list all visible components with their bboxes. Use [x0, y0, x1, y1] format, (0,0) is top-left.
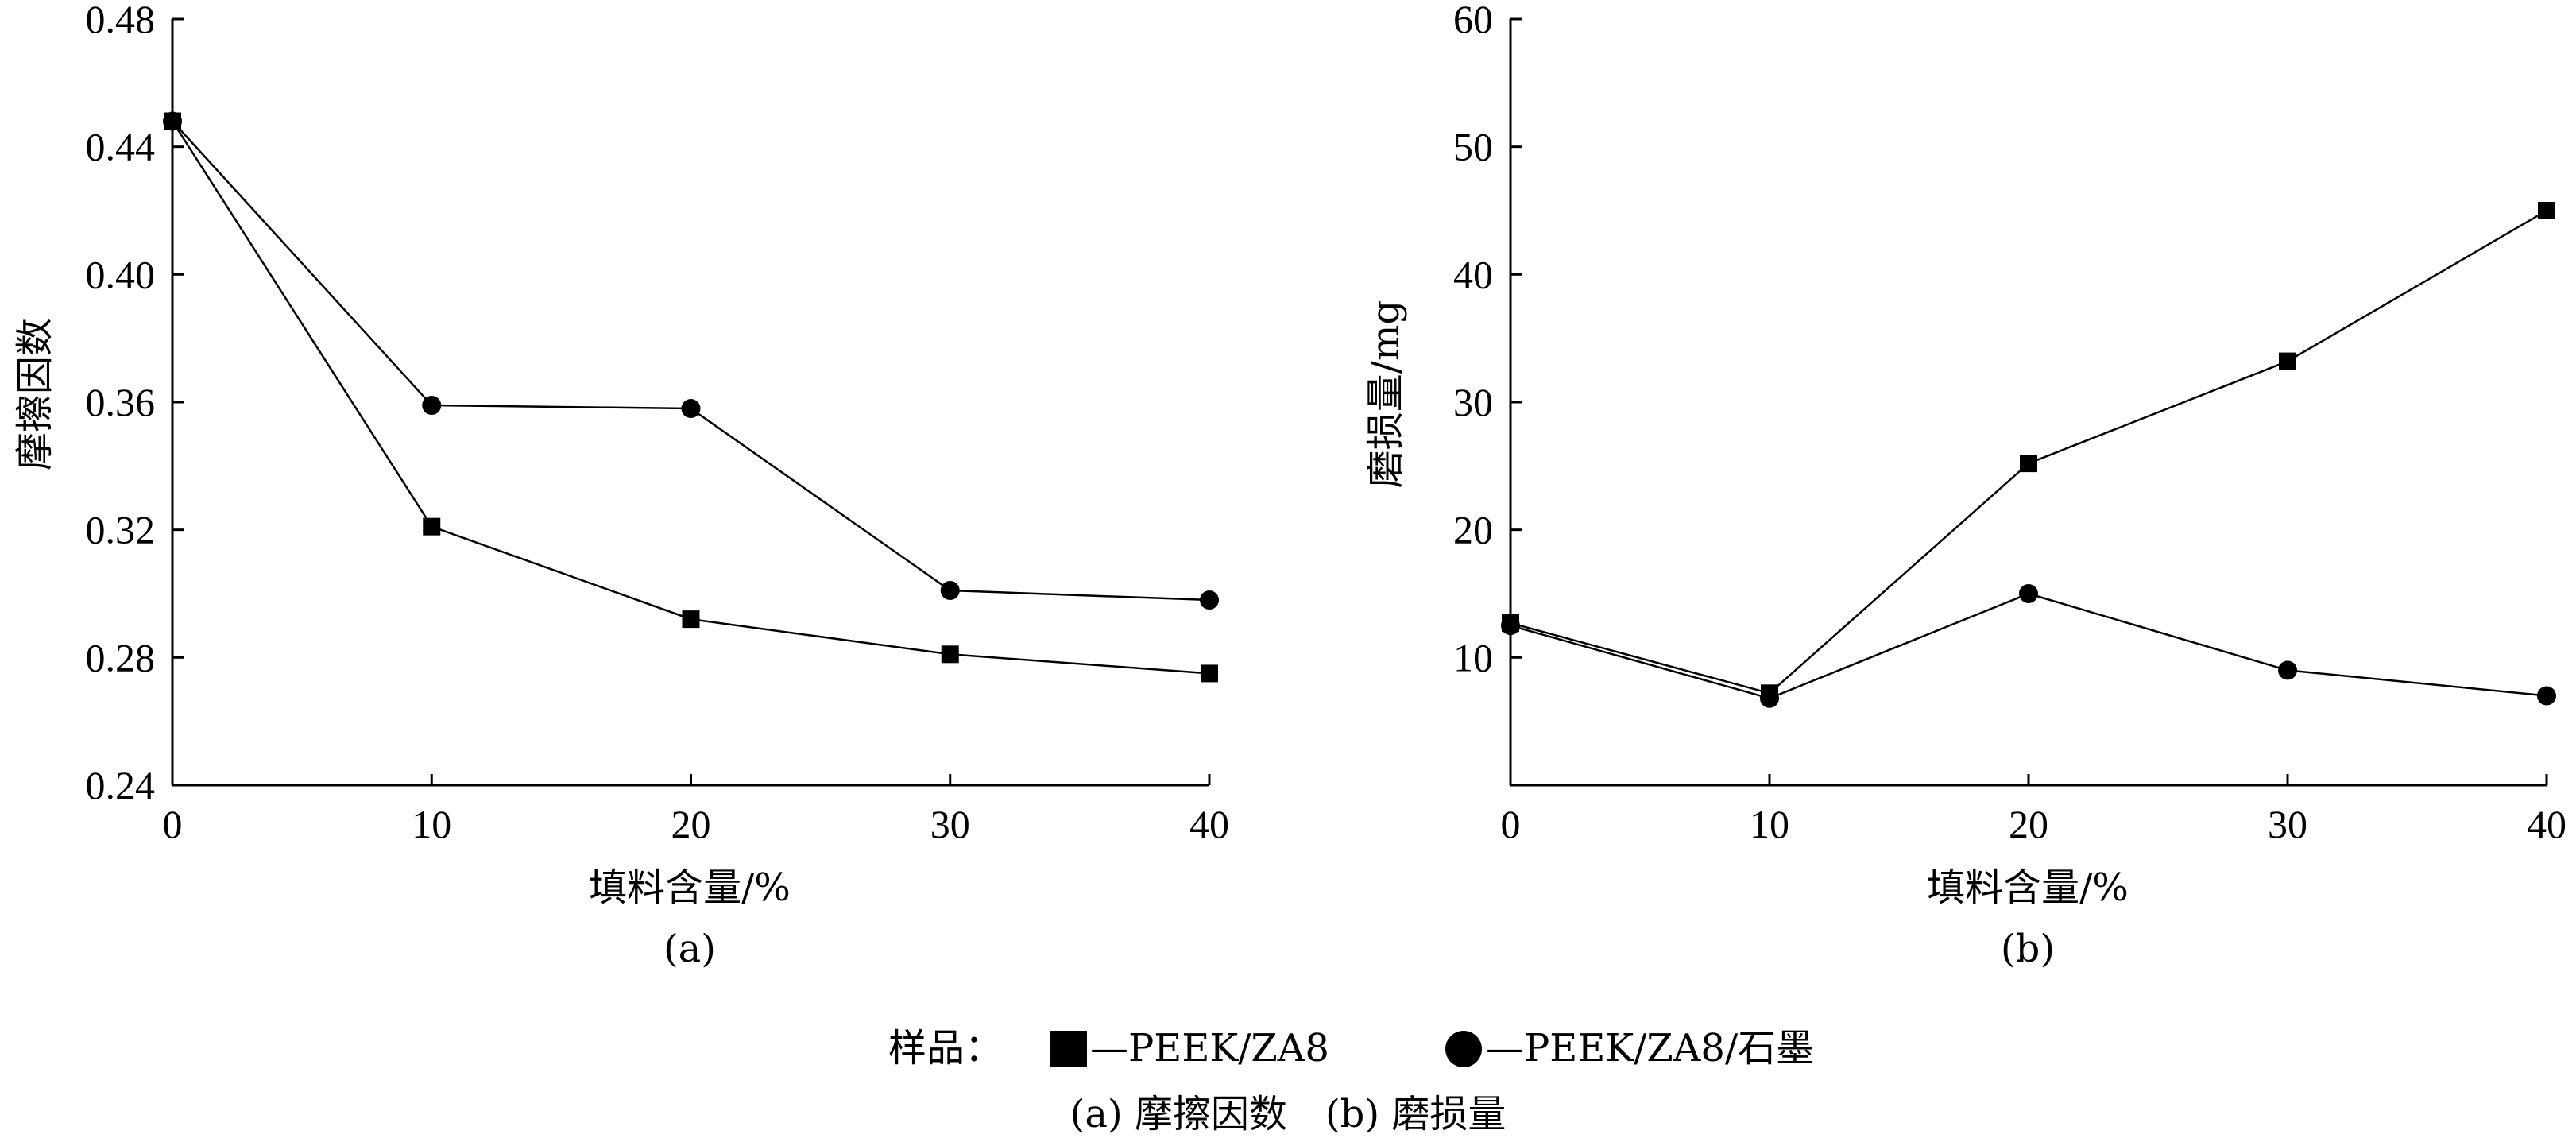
panel-b-y-tick-label: 10	[1453, 635, 1493, 679]
panel-a-x-tick-label: 30	[930, 802, 970, 846]
panel-b-y-tick-label: 50	[1453, 125, 1493, 169]
panel-b-series-line-1	[1510, 592, 2547, 700]
panel-b-series-line-0	[1510, 209, 2547, 695]
panel-a-x-tick-label: 0	[163, 802, 183, 846]
panel-a-y-tick-label: 0.36	[86, 380, 156, 424]
legend-square-marker	[1050, 1031, 1087, 1067]
panel-a-ylabel: 摩擦因数	[13, 318, 57, 470]
panel-a-xlabel: 填料含量/%	[589, 865, 791, 910]
panel-a-y-tick-label: 0.40	[86, 252, 156, 296]
panel-b-circle-point	[2537, 686, 2556, 706]
panel-b-x-tick-label: 20	[2009, 802, 2048, 846]
panel-a-circle-point	[422, 396, 442, 416]
panel-b-square-point	[2538, 202, 2555, 219]
panel-b-xlabel: 填料含量/%	[1927, 865, 2129, 910]
legend-item-peek-za8: —PEEK/ZA8	[1090, 1026, 1329, 1070]
panel-a-square-point	[423, 517, 441, 536]
panel-a-circle-point	[163, 111, 182, 131]
panel-a-y-tick-label: 0.28	[86, 635, 156, 679]
panel-a-y-tick-label: 0.44	[86, 125, 156, 169]
panel-a-label: (a)	[663, 927, 716, 971]
legend-item-peek-za8-graphite: —PEEK/ZA8/石墨	[1486, 1026, 1814, 1070]
panel-a-series-line-0	[171, 120, 1210, 675]
panel-b-circle-point	[2278, 660, 2297, 680]
panel-b-y-tick-label: 30	[1453, 380, 1493, 424]
panel-a-circle-point	[681, 399, 701, 419]
panel-a-series-line-1	[172, 120, 1210, 602]
panel-b-square-point	[2020, 455, 2037, 473]
panel-a-square-point	[682, 610, 700, 629]
panel-b-y-tick-label: 40	[1453, 252, 1493, 296]
panel-a-x-tick-label: 10	[412, 802, 451, 846]
panel-b-x-tick-label: 30	[2268, 802, 2307, 846]
legend-prefix: 样品：	[888, 1026, 1003, 1070]
panel-b-label: (b)	[2001, 927, 2055, 971]
legend: 样品： —PEEK/ZA8 —PEEK/ZA8/石墨	[888, 1026, 1814, 1070]
legend-circle-marker	[1445, 1031, 1482, 1067]
panel-a-circle-point	[940, 580, 960, 600]
panel-a-friction-chart: 填料含量/% 摩擦因数 (a) 0 10 20 30 40 0.24 0.28 0.32 0.3…	[13, 0, 1229, 971]
panel-b-circle-point	[1501, 616, 1520, 636]
panel-b-ylabel: 磨损量/mg	[1363, 300, 1408, 488]
figure-caption: (a) 摩擦因数 (b) 磨损量	[1070, 1092, 1507, 1136]
panel-b-x-tick-label: 40	[2527, 802, 2566, 846]
panel-a-y-tick-label: 0.32	[86, 508, 156, 552]
panel-b-x-tick-label: 0	[1501, 802, 1521, 846]
panel-b-circle-point	[1760, 688, 1779, 708]
panel-a-circle-point	[1200, 590, 1219, 610]
panel-a-y-tick-label: 0.48	[86, 0, 156, 41]
panel-b-square-point	[2279, 352, 2296, 370]
panel-b-y-tick-label: 60	[1453, 0, 1493, 41]
panel-b-y-tick-label: 20	[1453, 508, 1493, 552]
panel-a-y-tick-label: 0.24	[86, 763, 156, 807]
panel-a-square-point	[1201, 664, 1218, 683]
panel-b-wear-chart: 填料含量/% 磨损量/mg (b) 0 10 20 30 40 10 20 30 40 50 60	[1363, 0, 2566, 971]
panel-a-square-point	[941, 645, 959, 664]
panel-a-x-tick-label: 40	[1189, 802, 1229, 846]
panel-b-x-tick-label: 10	[1750, 802, 1789, 846]
panel-a-x-tick-label: 20	[671, 802, 711, 846]
panel-b-circle-point	[2019, 584, 2038, 603]
